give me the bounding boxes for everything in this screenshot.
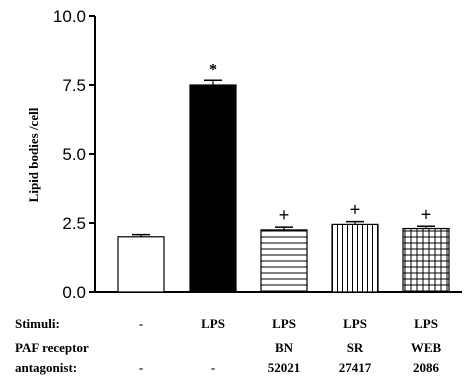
row-label-stimuli: Stimuli:: [15, 316, 60, 331]
row-label-antagonist: PAF receptor: [15, 340, 89, 355]
y-ticks: 0.0 2.5 5.0 7.5 10.0: [53, 7, 95, 302]
stimuli-cell: LPS: [343, 316, 367, 331]
antagonist-cell: BN: [275, 340, 294, 355]
significance-marker: +: [421, 204, 432, 224]
y-tick-label: 2.5: [62, 214, 86, 233]
stimuli-cell: LPS: [272, 316, 296, 331]
y-tick-label: 7.5: [62, 76, 86, 95]
antagonist-cell: SR: [347, 340, 364, 355]
bar: [260, 229, 308, 293]
antagonist-cell: WEB: [411, 340, 442, 355]
significance-marker: +: [279, 205, 290, 225]
antagonist-cell: -: [139, 360, 143, 375]
antagonist-cell: 27417: [339, 360, 372, 375]
bar: [117, 236, 165, 293]
bar: [189, 84, 237, 293]
significance-marker: *: [209, 61, 217, 78]
antagonist-cell: 52021: [268, 360, 301, 375]
stimuli-cell: LPS: [201, 316, 225, 331]
condition-table: Stimuli: - LPS LPS LPS LPS PAF receptor antagon…: [15, 316, 441, 375]
significance-marker: +: [350, 200, 361, 220]
y-tick-label: 5.0: [62, 145, 86, 164]
stimuli-cell: -: [139, 316, 143, 331]
bars: * + + +: [117, 61, 450, 293]
y-tick-label: 10.0: [53, 7, 86, 26]
bar: [331, 223, 379, 293]
y-tick-label: 0.0: [62, 283, 86, 302]
bar: [402, 227, 450, 293]
row-label-antagonist: antagonist:: [15, 360, 77, 375]
stimuli-cell: LPS: [414, 316, 438, 331]
y-axis-label: Lipid bodies /cell: [26, 107, 41, 202]
antagonist-cell: 2086: [413, 360, 440, 375]
antagonist-cell: -: [211, 360, 215, 375]
